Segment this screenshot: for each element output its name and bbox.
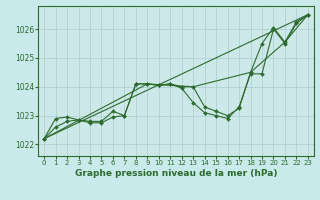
X-axis label: Graphe pression niveau de la mer (hPa): Graphe pression niveau de la mer (hPa) xyxy=(75,169,277,178)
